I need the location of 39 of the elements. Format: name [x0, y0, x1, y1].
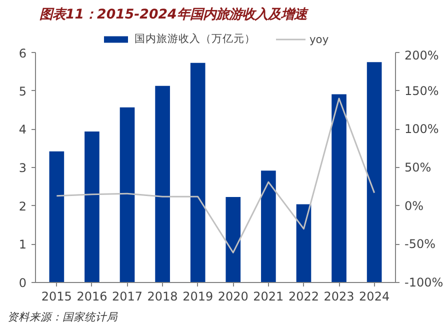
x-tick-label: 2017 [112, 290, 143, 304]
y-tick-label: 2 [18, 199, 27, 214]
bar [296, 204, 312, 282]
x-tick-label: 2015 [41, 290, 72, 304]
x-tick-label: 2019 [182, 290, 214, 304]
x-tick-label: 2023 [324, 290, 354, 304]
y2-tick-label: -100% [404, 276, 444, 290]
y2-tick-label: 200% [404, 48, 439, 62]
y-tick-label: 5 [18, 84, 27, 98]
text: 资料来源：国家统计局 [8, 310, 118, 324]
bar [332, 94, 346, 282]
y2-tick-label: 100% [404, 122, 439, 136]
bar [261, 170, 276, 282]
bar [226, 197, 241, 282]
x-tick-label: 2016 [76, 290, 108, 304]
x-tick-label: 2021 [253, 290, 284, 304]
y-tick-label: 3 [18, 161, 27, 175]
bar [190, 62, 206, 282]
x-tick-label: 2024 [359, 290, 390, 304]
y-tick-label: 6 [18, 46, 27, 60]
bar [84, 131, 100, 282]
y-tick-label: 4 [18, 122, 27, 137]
x-tick-label: 2022 [288, 290, 320, 304]
y2-tick-label: 0% [404, 198, 424, 213]
legend-label: yoy [310, 32, 330, 46]
line-series [56, 98, 376, 254]
y2-tick-label: 50% [404, 160, 432, 174]
y-tick-label: 1 [18, 238, 27, 252]
x-tick-label: 2020 [218, 290, 248, 304]
bar [155, 86, 170, 282]
legend-label: 国内旅游收入（万亿元） [134, 32, 256, 46]
chart-title: 图表11：2015-2024年国内旅游收入及增速 [40, 6, 309, 22]
y-tick-label: 0 [18, 276, 27, 290]
bar [366, 62, 382, 282]
bar [120, 107, 135, 282]
bar [49, 151, 64, 282]
x-tick-label: 2018 [147, 290, 178, 304]
y2-tick-label: -50% [404, 237, 436, 252]
y2-tick-label: 150% [404, 84, 439, 98]
